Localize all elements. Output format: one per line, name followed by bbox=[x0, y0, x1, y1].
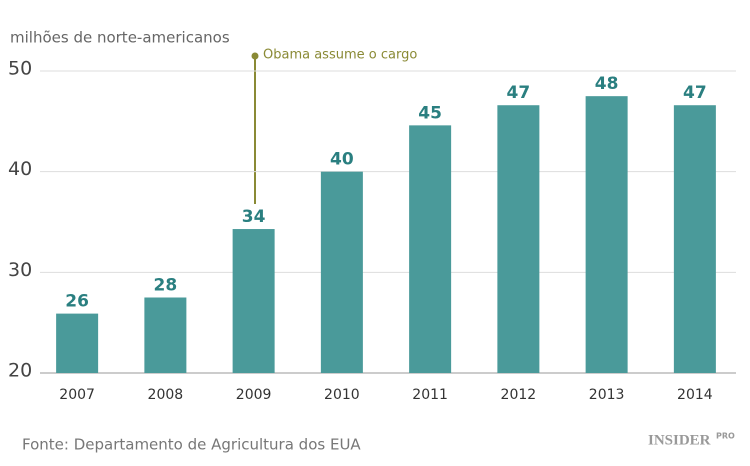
x-tick-label: 2011 bbox=[412, 387, 448, 403]
logo-badge: PRO bbox=[716, 432, 735, 441]
source: Fonte: Departamento de Agricultura dos E… bbox=[22, 436, 361, 454]
bar bbox=[144, 297, 187, 373]
x-tick-label: 2008 bbox=[148, 387, 184, 403]
value-label: 26 bbox=[65, 292, 89, 312]
bar bbox=[409, 125, 452, 373]
bar bbox=[497, 105, 540, 373]
value-label: 48 bbox=[595, 74, 619, 94]
bar bbox=[673, 105, 716, 373]
annotation-dot bbox=[251, 52, 259, 60]
y-tick-label: 20 bbox=[8, 360, 32, 382]
y-tick-label: 40 bbox=[8, 158, 32, 180]
bar bbox=[320, 171, 363, 373]
bar bbox=[232, 229, 275, 373]
value-label: 34 bbox=[242, 207, 266, 227]
bar bbox=[585, 96, 628, 374]
x-tick-label: 2014 bbox=[677, 387, 713, 403]
x-tick-label: 2013 bbox=[589, 387, 625, 403]
y-tick-label: 30 bbox=[8, 259, 32, 281]
value-label: 47 bbox=[507, 83, 531, 103]
logo: INSIDER bbox=[648, 432, 711, 448]
x-tick-label: 2012 bbox=[501, 387, 537, 403]
x-tick-label: 2009 bbox=[236, 387, 272, 403]
value-label: 47 bbox=[683, 83, 707, 103]
x-tick-label: 2010 bbox=[324, 387, 360, 403]
chart-title: milhões de norte-americanos bbox=[10, 29, 230, 47]
annotation: Obama assume o cargo bbox=[263, 48, 417, 63]
bar bbox=[56, 313, 99, 373]
y-tick-label: 50 bbox=[8, 58, 32, 80]
value-label: 28 bbox=[154, 276, 178, 296]
x-tick-label: 2007 bbox=[59, 387, 95, 403]
value-label: 45 bbox=[418, 103, 442, 123]
value-label: 40 bbox=[330, 150, 354, 170]
